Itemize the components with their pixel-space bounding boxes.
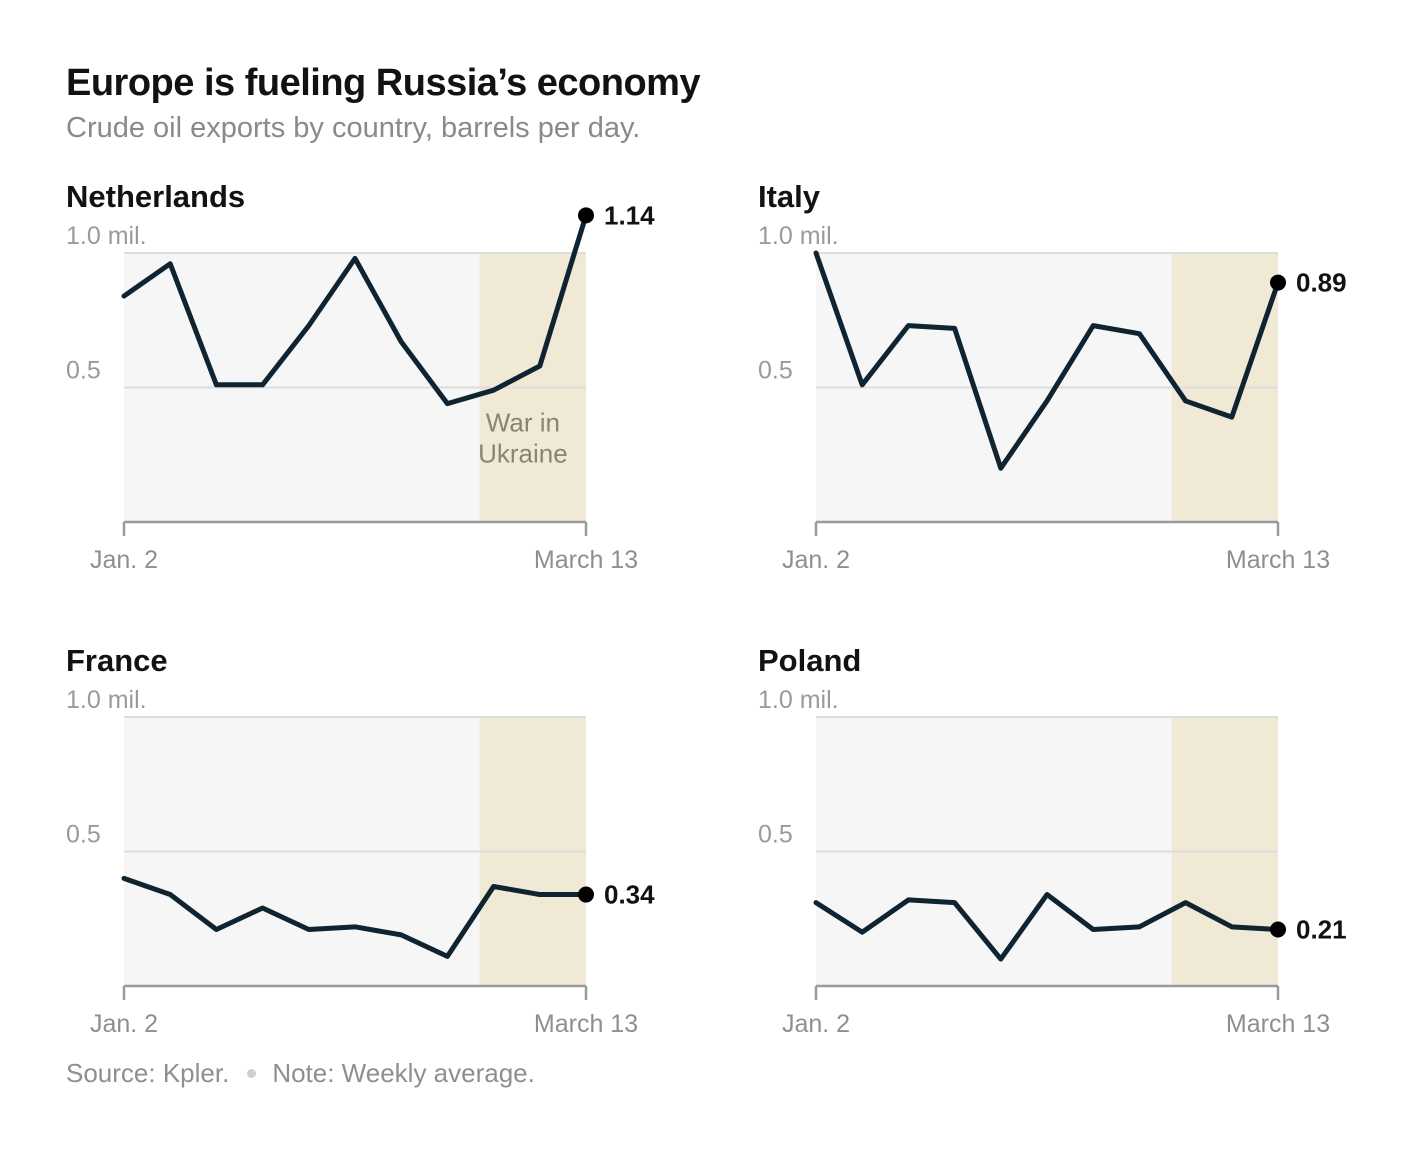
series-line <box>121 212 589 407</box>
y-tick-label: 1.0 mil. <box>758 222 839 250</box>
panel-italy: Italy 0.5 1.0 mil. Jan. 2 March 13 0.89 <box>758 170 1398 590</box>
end-value-label: 0.89 <box>1296 268 1347 298</box>
series-line <box>121 875 589 959</box>
end-value-label: 0.34 <box>604 880 655 910</box>
end-value-label: 0.21 <box>1296 915 1347 945</box>
x-tick-label: Jan. 2 <box>782 1010 850 1038</box>
chart-svg: Netherlands 0.5 1.0 mil. Jan. 2 March 13 War … <box>66 179 655 574</box>
source-note: Source: Kpler. <box>66 1058 230 1088</box>
series-line <box>813 250 1281 471</box>
war-annotation: War in <box>486 408 560 438</box>
panel-poland: Poland 0.5 1.0 mil. Jan. 2 March 13 0.21 <box>758 634 1398 1054</box>
end-point-marker <box>1270 274 1286 291</box>
x-tick-label: March 13 <box>1226 1010 1330 1038</box>
y-tick-label: 0.5 <box>66 357 101 385</box>
chart-svg: France 0.5 1.0 mil. Jan. 2 March 13 0.34 <box>66 643 655 1038</box>
y-tick-label: 0.5 <box>758 821 793 849</box>
y-tick-label: 0.5 <box>66 821 101 849</box>
x-tick-label: March 13 <box>1226 546 1330 574</box>
war-annotation: Ukraine <box>478 439 568 469</box>
end-point-marker <box>1270 921 1286 938</box>
chart-subtitle: Crude oil exports by country, barrels pe… <box>66 112 641 144</box>
country-title: France <box>66 643 168 678</box>
footer: Source: Kpler. Note: Weekly average. <box>66 1058 535 1089</box>
country-title: Netherlands <box>66 179 245 214</box>
y-tick-label: 1.0 mil. <box>758 686 839 714</box>
panel-france: France 0.5 1.0 mil. Jan. 2 March 13 0.34 <box>66 634 706 1054</box>
x-tick-label: Jan. 2 <box>90 546 158 574</box>
country-title: Poland <box>758 643 861 678</box>
x-tick-label: March 13 <box>534 546 638 574</box>
chart-svg: Italy 0.5 1.0 mil. Jan. 2 March 13 0.89 <box>758 179 1347 574</box>
end-point-marker <box>578 207 594 224</box>
chart-svg: Poland 0.5 1.0 mil. Jan. 2 March 13 0.21 <box>758 643 1347 1038</box>
end-value-label: 1.14 <box>604 200 655 230</box>
y-tick-label: 1.0 mil. <box>66 686 147 714</box>
separator-dot <box>247 1068 257 1078</box>
y-tick-label: 1.0 mil. <box>66 222 147 250</box>
weekly-average-note: Note: Weekly average. <box>272 1058 535 1088</box>
end-point-marker <box>578 886 594 903</box>
x-tick-label: March 13 <box>534 1010 638 1038</box>
y-tick-label: 0.5 <box>758 357 793 385</box>
chart-title: Europe is fueling Russia’s economy <box>66 62 701 104</box>
x-tick-label: Jan. 2 <box>782 546 850 574</box>
panel-netherlands: Netherlands 0.5 1.0 mil. Jan. 2 March 13 War … <box>66 170 706 590</box>
x-tick-label: Jan. 2 <box>90 1010 158 1038</box>
country-title: Italy <box>758 179 821 214</box>
series-line <box>813 892 1281 962</box>
